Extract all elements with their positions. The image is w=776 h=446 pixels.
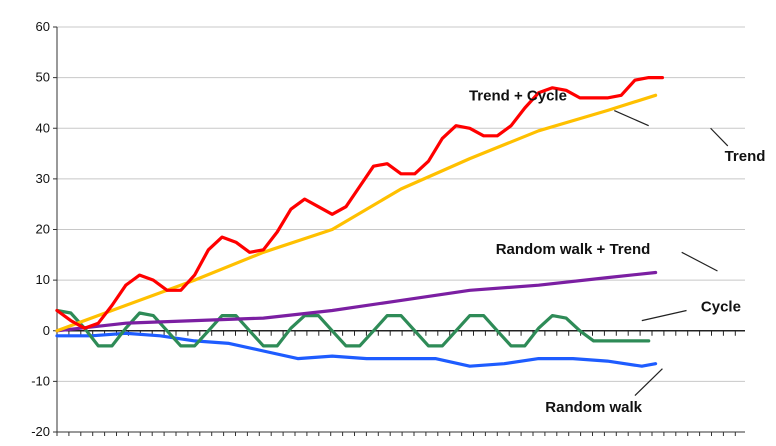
annotation-label: Random walk + Trend (496, 241, 651, 258)
annotation-label: Cycle (701, 299, 741, 316)
series-lines (57, 78, 662, 367)
y-tick-label: 50 (36, 70, 50, 85)
annotation-label: Trend (725, 148, 766, 165)
y-tick-label: -20 (31, 424, 50, 439)
y-tick-label: 60 (36, 19, 50, 34)
annotation-leader-line (642, 311, 687, 321)
annotation-leader-line (711, 128, 728, 146)
series-line-trend (57, 95, 656, 330)
series-line-cycle (57, 311, 649, 346)
y-tick-label: 40 (36, 120, 50, 135)
annotations: Trend + Cycle Trend Random walk + Trend Cyc… (469, 87, 765, 415)
y-tick-label: -10 (31, 373, 50, 388)
y-tick-label: 10 (36, 272, 50, 287)
series-line-random-walk (57, 333, 656, 366)
series-line-random-walk-trend (57, 273, 656, 331)
annotation-label: Trend + Cycle (469, 87, 567, 104)
annotation-leader-line (614, 111, 648, 126)
annotation-leader-line (635, 369, 663, 396)
annotation-leader-line (682, 252, 718, 271)
annotation-label: Random walk (545, 399, 642, 416)
y-tick-label: 30 (36, 171, 50, 186)
y-tick-label: 20 (36, 222, 50, 237)
series-line-trend-cycle (57, 78, 662, 329)
y-tick-label: 0 (43, 323, 50, 338)
